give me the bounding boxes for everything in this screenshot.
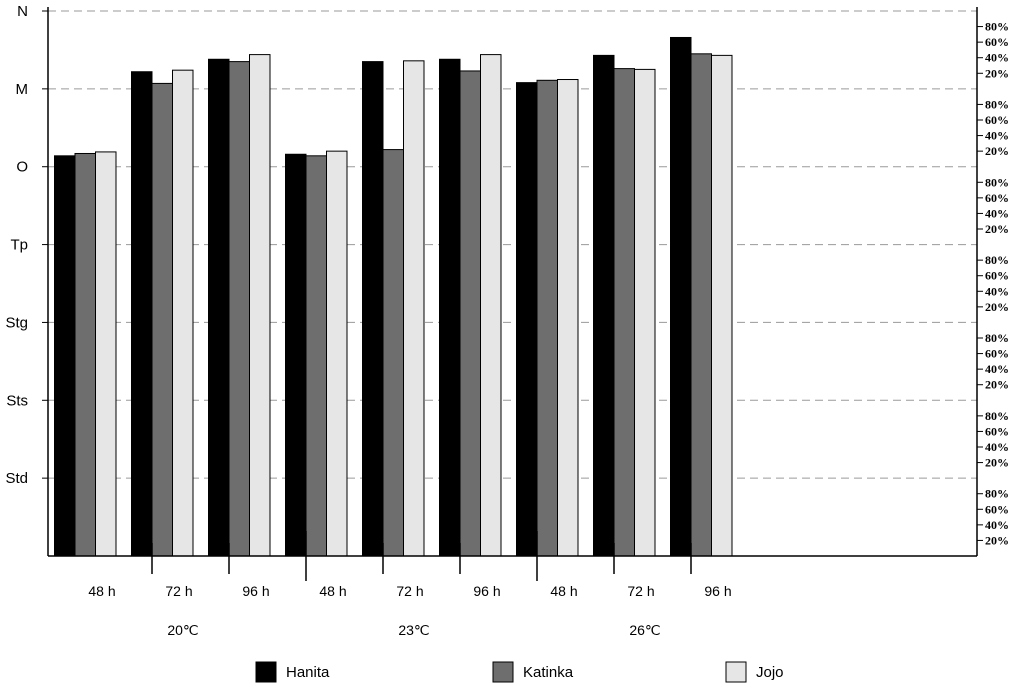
right-tick-label: 80% <box>985 97 1009 111</box>
time-label: 72 h <box>165 583 192 599</box>
bar-hanita-4 <box>362 61 384 557</box>
labels-layer: NMOTpStgStsStd80%60%40%20%80%60%40%20%80… <box>5 3 1009 638</box>
bar-hanita-8 <box>670 36 692 557</box>
bar-jojo-0 <box>95 151 117 557</box>
legend-label-jojo: Jojo <box>756 664 784 681</box>
right-tick-label: 40% <box>985 518 1009 532</box>
bar-jojo-7 <box>634 68 656 557</box>
right-tick-label: 40% <box>985 206 1009 220</box>
right-tick-label: 40% <box>985 362 1009 376</box>
stage-label-n: N <box>17 3 28 20</box>
bar-katinka-0 <box>74 152 96 557</box>
right-tick-label: 20% <box>985 456 1009 470</box>
stage-label-m: M <box>16 81 29 98</box>
bar-jojo-2 <box>249 54 271 557</box>
right-tick-label: 80% <box>985 409 1009 423</box>
bar-hanita-0 <box>54 155 76 557</box>
grid-layer <box>48 10 977 479</box>
right-tick-label: 60% <box>985 347 1009 361</box>
bar-jojo-1 <box>172 69 194 557</box>
right-tick-label: 80% <box>985 253 1009 267</box>
bar-hanita-3 <box>285 153 307 557</box>
bar-jojo-8 <box>711 54 733 557</box>
legend-swatch-jojo <box>725 661 747 683</box>
bar-katinka-5 <box>459 70 481 557</box>
right-tick-label: 20% <box>985 378 1009 392</box>
right-tick-label: 20% <box>985 144 1009 158</box>
temperature-label: 20℃ <box>167 622 198 638</box>
right-tick-label: 20% <box>985 533 1009 547</box>
right-tick-label: 40% <box>985 51 1009 65</box>
bar-jojo-5 <box>480 54 502 557</box>
bar-hanita-7 <box>593 54 615 557</box>
bar-hanita-6 <box>516 82 538 557</box>
bar-hanita-2 <box>208 58 230 557</box>
axes-layer <box>42 7 983 581</box>
time-label: 48 h <box>550 583 577 599</box>
time-label: 96 h <box>242 583 269 599</box>
right-tick-label: 40% <box>985 284 1009 298</box>
stage-label-std: Std <box>5 470 28 487</box>
right-tick-label: 60% <box>985 502 1009 516</box>
bar-katinka-2 <box>228 61 250 557</box>
stage-label-sts: Sts <box>6 392 28 409</box>
right-tick-label: 20% <box>985 66 1009 80</box>
bar-katinka-4 <box>382 149 404 557</box>
right-tick-label: 80% <box>985 331 1009 345</box>
bars-layer <box>54 36 733 557</box>
time-label: 72 h <box>396 583 423 599</box>
right-tick-label: 60% <box>985 113 1009 127</box>
right-tick-label: 60% <box>985 191 1009 205</box>
temperature-label: 23℃ <box>398 622 429 638</box>
bar-katinka-3 <box>305 155 327 557</box>
right-tick-label: 60% <box>985 269 1009 283</box>
right-tick-label: 60% <box>985 424 1009 438</box>
stage-label-o: O <box>16 159 28 176</box>
stage-label-stg: Stg <box>5 314 28 331</box>
temperature-label: 26℃ <box>629 622 660 638</box>
legend-swatch-hanita <box>255 661 277 683</box>
bar-jojo-6 <box>557 79 579 557</box>
bar-katinka-1 <box>151 82 173 557</box>
bar-katinka-8 <box>690 53 712 557</box>
bar-jojo-3 <box>326 150 348 557</box>
bar-jojo-4 <box>403 60 425 557</box>
legend-swatch-katinka <box>492 661 514 683</box>
bar-hanita-5 <box>439 58 461 557</box>
right-tick-label: 40% <box>985 129 1009 143</box>
bar-hanita-1 <box>131 71 153 557</box>
time-label: 96 h <box>473 583 500 599</box>
right-tick-label: 20% <box>985 300 1009 314</box>
right-tick-label: 80% <box>985 175 1009 189</box>
right-tick-label: 20% <box>985 222 1009 236</box>
time-label: 96 h <box>704 583 731 599</box>
right-tick-label: 60% <box>985 35 1009 49</box>
time-label: 72 h <box>627 583 654 599</box>
legend-label-katinka: Katinka <box>523 664 574 681</box>
time-label: 48 h <box>88 583 115 599</box>
legend-label-hanita: Hanita <box>286 664 330 681</box>
right-tick-label: 40% <box>985 440 1009 454</box>
right-tick-label: 80% <box>985 20 1009 34</box>
legend-layer: Hanita Katinka Jojo <box>255 661 784 683</box>
stage-label-tp: Tp <box>10 237 28 254</box>
time-label: 48 h <box>319 583 346 599</box>
bar-katinka-6 <box>536 79 558 557</box>
bar-katinka-7 <box>613 68 635 557</box>
right-tick-label: 80% <box>985 487 1009 501</box>
